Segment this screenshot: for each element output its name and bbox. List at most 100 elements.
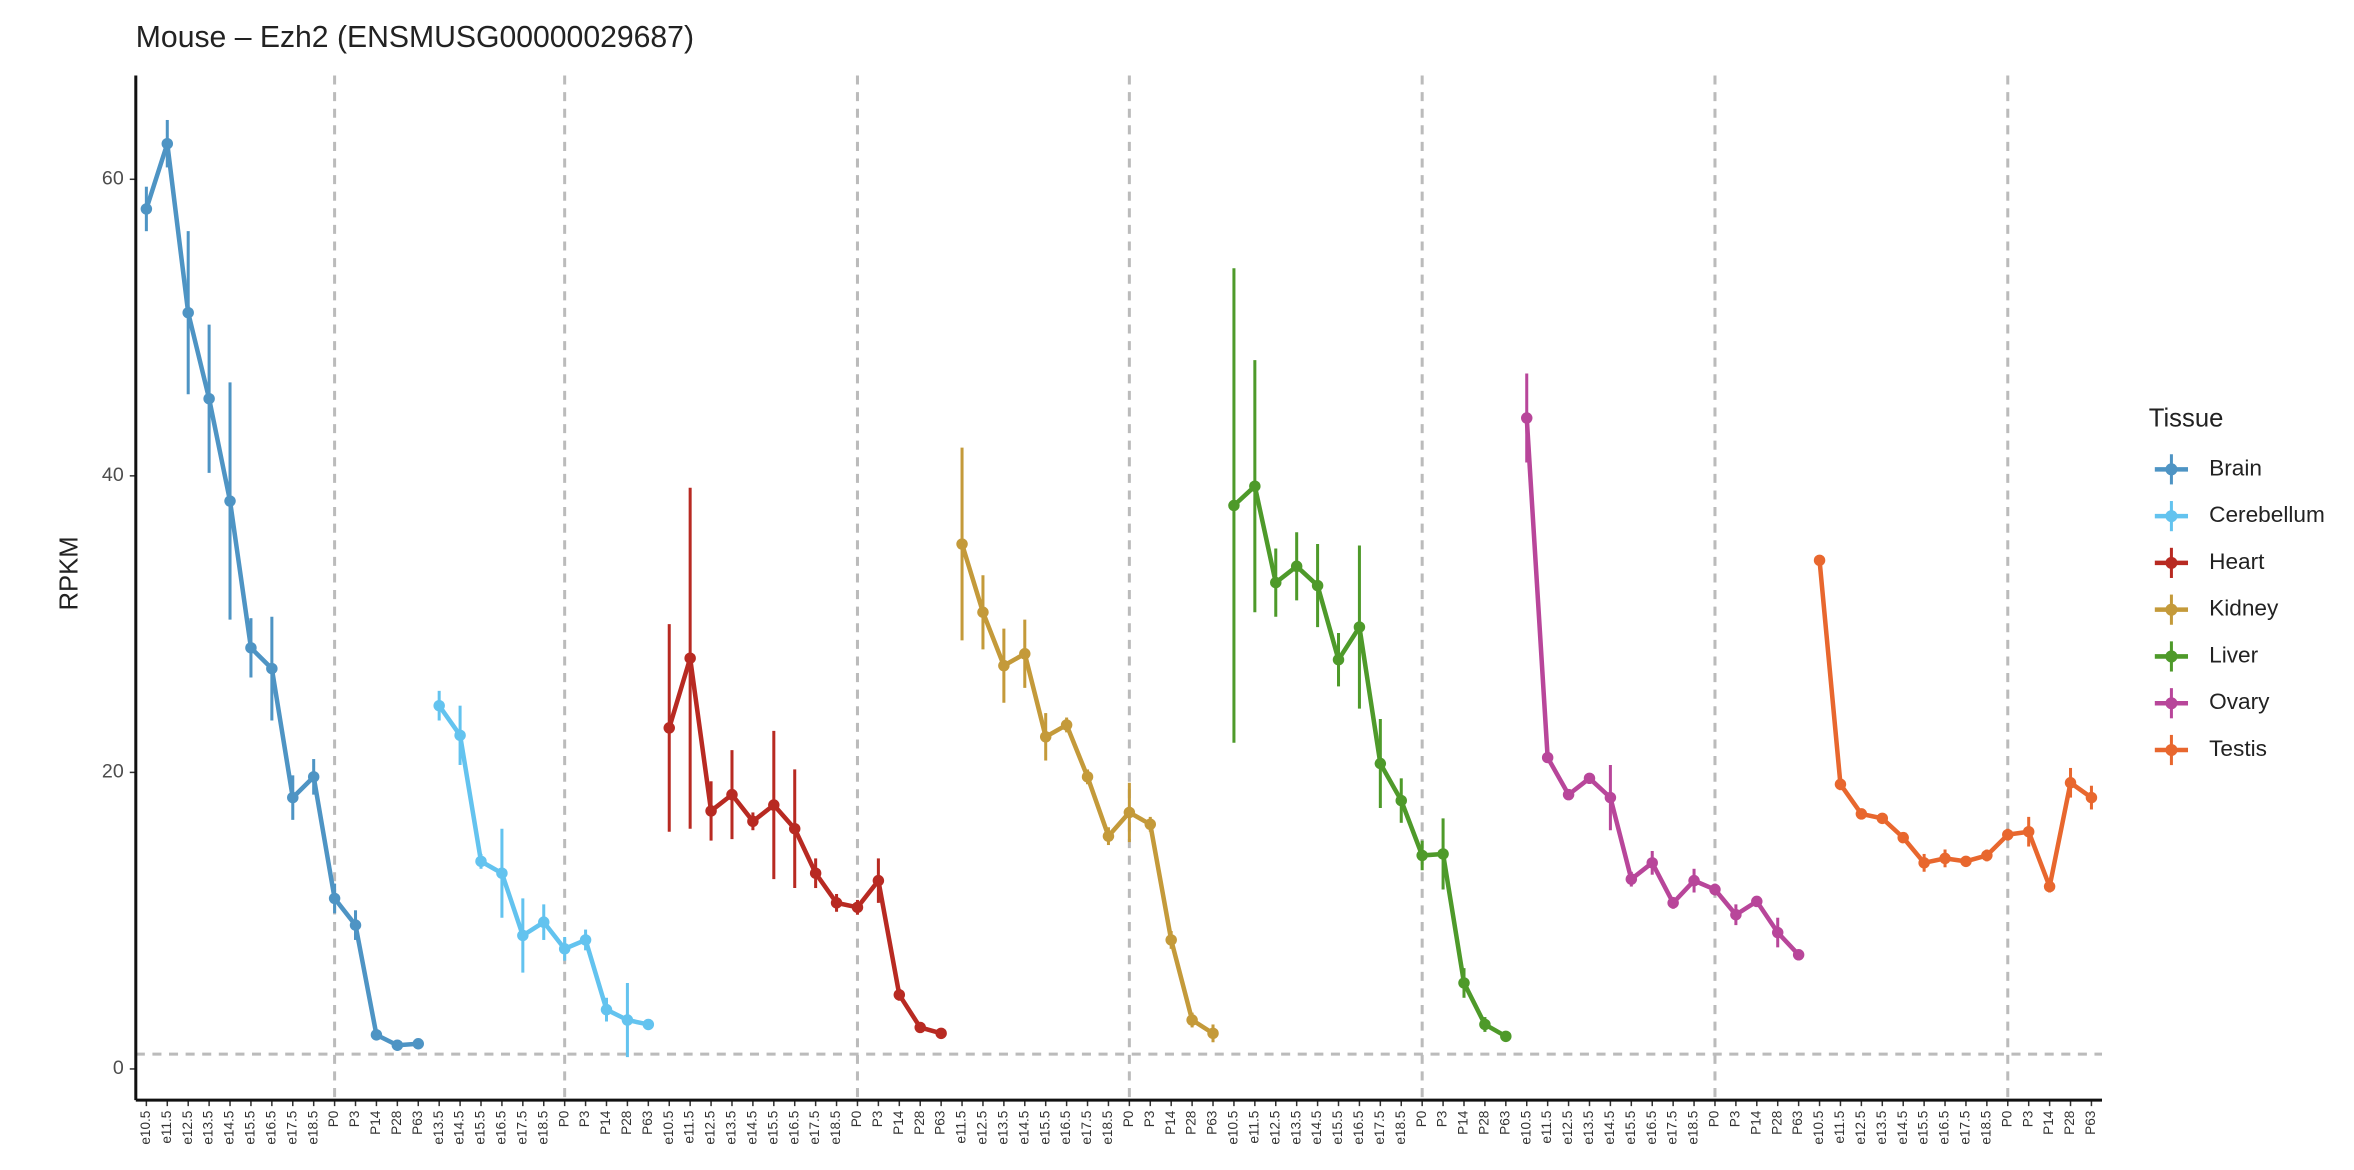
x-tick-label: e11.5 [954,1111,969,1144]
x-tick-label: P63 [1497,1111,1512,1135]
x-tick-label: e11.5 [1832,1111,1847,1144]
series-line [959,543,1215,1036]
point [1771,926,1784,939]
x-tick-label: e12.5 [180,1111,195,1145]
x-tick-label: e12.5 [975,1111,990,1145]
point [747,815,759,828]
x-tick-label: e17.5 [1958,1111,1973,1145]
series-line [667,655,942,1036]
point [1730,909,1742,921]
point [1479,1018,1491,1031]
x-tick-label: e18.5 [1978,1111,1993,1145]
x-tick-label: e12.5 [1267,1111,1282,1145]
point [956,538,968,550]
point [1395,794,1407,807]
x-tick-label: P28 [1477,1111,1492,1135]
x-tick-label: e15.5 [473,1111,488,1145]
x-tick-label: e14.5 [1895,1111,1910,1145]
point [1186,1014,1198,1026]
x-tick-label: P14 [368,1110,383,1135]
y-axis-label: RPKM [56,536,84,610]
x-tick-label: P3 [1435,1111,1450,1128]
point [935,1027,947,1040]
point [1290,560,1303,573]
point [809,867,822,879]
point [1562,788,1575,801]
x-tick-label: P3 [347,1111,362,1128]
x-tick-label: e18.5 [1686,1111,1701,1145]
point [872,874,885,887]
point [998,659,1010,672]
point [1981,849,1993,862]
x-tick-label: e14.5 [744,1111,759,1145]
point [1039,731,1052,743]
x-tick-label: P28 [1769,1111,1784,1135]
point [391,1039,404,1051]
x-tick-label: e17.5 [1665,1111,1680,1145]
x-tick-label: e16.5 [494,1111,509,1145]
point [1918,857,1930,869]
series-line [1524,417,1801,957]
point [1165,934,1177,946]
point [1604,791,1617,804]
point [1625,873,1638,885]
x-tick-label: P63 [1205,1111,1220,1135]
point [1144,818,1157,831]
point [977,606,989,618]
point [2043,880,2056,893]
point [1458,977,1470,989]
x-tick-label: e17.5 [514,1111,529,1145]
x-tick-label: e15.5 [243,1111,258,1145]
x-tick-label: P3 [870,1111,885,1128]
x-tick-label: P14 [1456,1110,1471,1135]
point [768,799,780,811]
x-tick-label: P3 [2020,1111,2035,1128]
point [287,791,299,804]
x-tick-label: P63 [410,1111,425,1135]
legend-label: Liver [2209,642,2259,667]
legend-point [2165,650,2178,663]
legend-label: Heart [2209,549,2265,574]
point [1709,883,1721,896]
point [705,805,717,817]
point [328,892,341,905]
legend-point [2165,463,2178,476]
chart-title: Mouse – Ezh2 (ENSMUSG00000029687) [136,21,694,54]
point [1960,855,1972,868]
point [349,919,362,931]
point [1416,849,1428,862]
legend-point [2165,697,2178,710]
point [558,943,571,955]
point [684,652,696,664]
x-tick-label: e18.5 [1393,1111,1408,1145]
point [1751,895,1763,908]
point [203,393,215,405]
point [2085,791,2098,804]
series-line [437,704,649,1027]
point [1437,848,1449,860]
x-tick-label: e16.5 [1058,1111,1073,1145]
x-tick-label: e17.5 [1372,1111,1387,1145]
legend-point [2165,603,2178,616]
x-tick-label: e13.5 [201,1111,216,1145]
x-tick-label: P63 [2083,1111,2098,1135]
point [851,901,864,914]
point [1500,1030,1512,1043]
x-tick-label: e13.5 [431,1111,446,1145]
x-tick-label: P14 [1163,1110,1178,1135]
x-tick-label: P28 [619,1111,634,1135]
point [663,722,675,734]
point [370,1029,383,1041]
x-tick-label: P28 [912,1111,927,1135]
point [1813,554,1826,567]
x-tick-label: e10.5 [1226,1111,1241,1145]
x-tick-label: e15.5 [765,1111,780,1145]
point [2064,777,2077,789]
point [266,662,278,675]
point [1939,852,1951,865]
x-tick-label: P0 [1707,1110,1722,1127]
point [642,1018,655,1031]
x-tick-label: P14 [598,1110,613,1135]
x-tick-label: e12.5 [1853,1111,1868,1145]
